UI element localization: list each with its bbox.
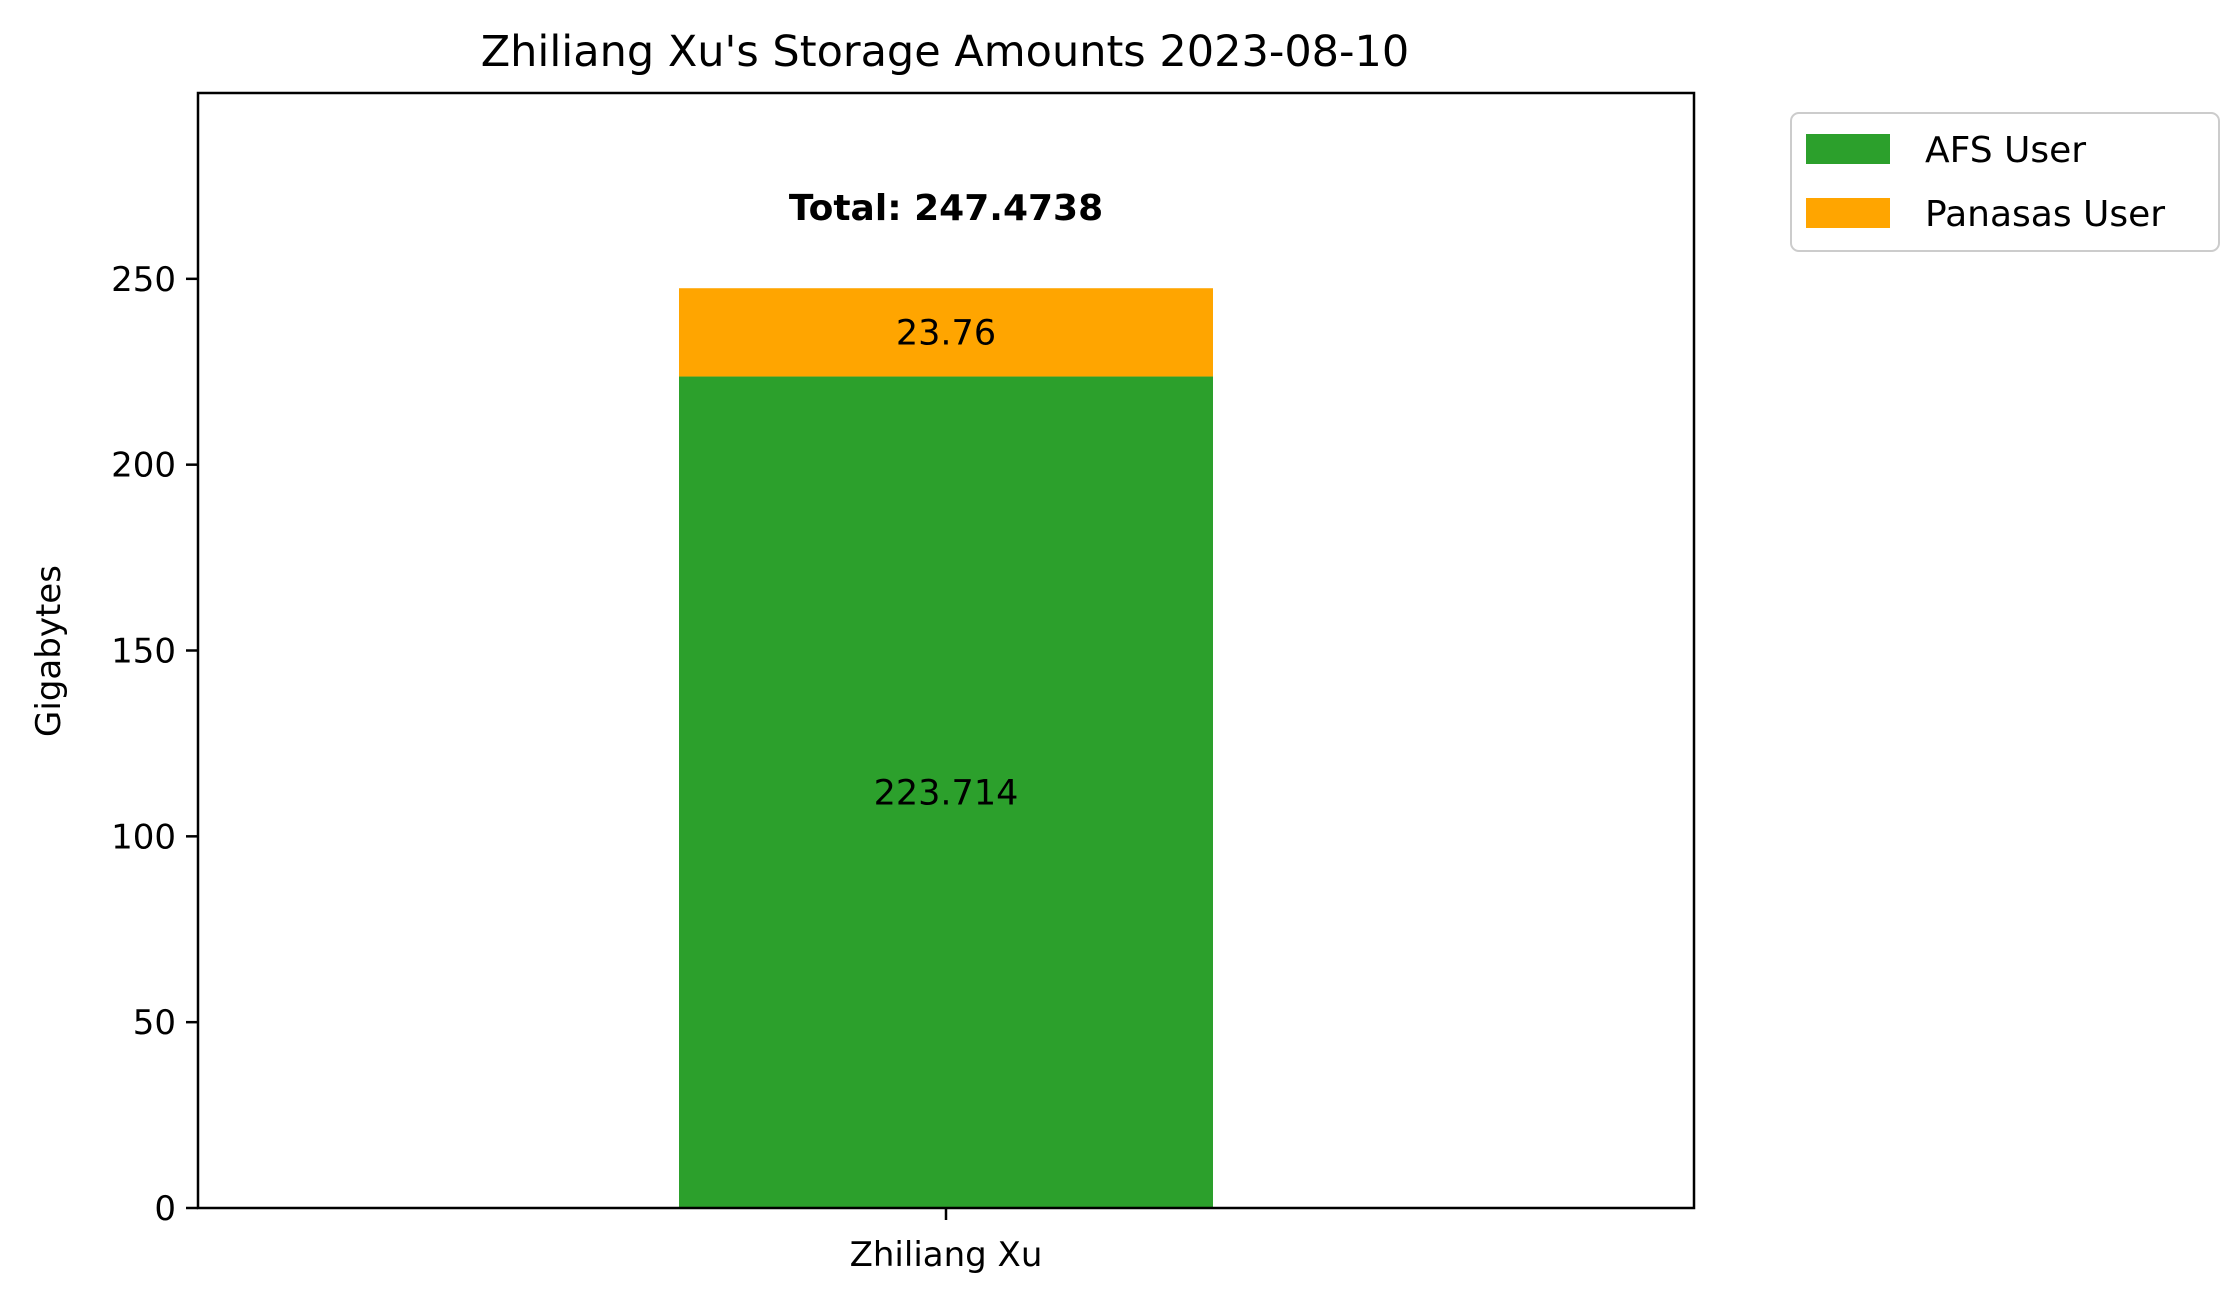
y-tick-label: 250 — [111, 260, 176, 300]
data-label-panasas-user: 23.76 — [896, 313, 996, 353]
chart-title: Zhiliang Xu's Storage Amounts 2023-08-10 — [481, 27, 1410, 77]
legend-label-afs-user: AFS User — [1925, 130, 2086, 171]
y-tick-label: 200 — [111, 446, 176, 486]
bar-panasas-user — [679, 288, 1213, 377]
bar-afs-user — [679, 376, 1213, 1208]
plot-area: 223.714 23.76 0 50 100 150 200 250 Zhiliang Xu… — [111, 91, 1696, 1275]
y-axis-ticks: 0 50 100 150 200 250 — [111, 260, 198, 1229]
total-label: Total: 247.4738 — [789, 188, 1103, 229]
legend-frame — [1790, 112, 2220, 252]
y-axis-title: Gigabytes — [29, 565, 69, 737]
legend-swatch-afs-user — [1806, 134, 1890, 164]
x-axis-ticks: Zhiliang Xu — [850, 1208, 1043, 1275]
y-tick-label: 0 — [154, 1189, 176, 1229]
bar-stack: 223.714 23.76 — [679, 288, 1213, 1208]
y-tick-label: 50 — [133, 1003, 176, 1043]
legend: AFS User Panasas User — [1790, 112, 2220, 252]
x-tick-label: Zhiliang Xu — [850, 1235, 1043, 1275]
data-label-afs-user: 223.714 — [874, 773, 1019, 813]
y-tick-label: 100 — [111, 817, 176, 857]
legend-label-panasas-user: Panasas User — [1925, 194, 2165, 235]
y-tick-label: 150 — [111, 632, 176, 672]
legend-swatch-panasas-user — [1806, 198, 1890, 228]
